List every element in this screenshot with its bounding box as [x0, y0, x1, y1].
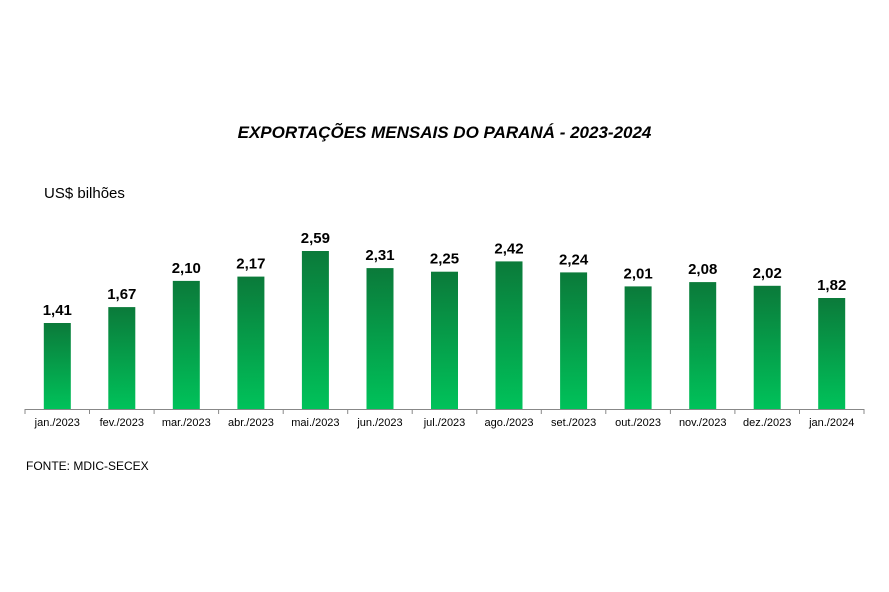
- x-tick-label: abr./2023: [228, 417, 274, 429]
- bar-out./2023: [624, 286, 652, 409]
- x-tick-label: ago./2023: [485, 417, 534, 429]
- x-tick-label: dez./2023: [743, 417, 791, 429]
- value-labels-group: 1,41 1,67 2,10 2,17 2,59 2,31 2,25 2,42 2,24 2,01…: [43, 230, 847, 319]
- x-tick-label: nov./2023: [679, 417, 727, 429]
- bar-fev./2023: [108, 307, 136, 409]
- x-tick-label: fev./2023: [100, 417, 144, 429]
- value-label: 2,10: [172, 260, 201, 277]
- value-label: 2,42: [494, 240, 523, 257]
- chart-title: EXPORTAÇÕES MENSAIS DO PARANÁ - 2023-202…: [237, 123, 652, 142]
- bar-mar./2023: [172, 280, 200, 409]
- x-tick-label: out./2023: [615, 417, 661, 429]
- value-label: 1,67: [107, 286, 136, 303]
- value-label: 2,02: [753, 265, 782, 282]
- bar-jul./2023: [431, 271, 458, 409]
- value-label: 2,25: [430, 251, 459, 268]
- bar-ago./2023: [495, 261, 523, 409]
- x-tick-labels-group: jan./2023 fev./2023 mar./2023 abr./2023 mai.…: [34, 417, 855, 429]
- x-tick-label: jun./2023: [356, 417, 402, 429]
- x-tick-label: mar./2023: [162, 417, 211, 429]
- x-tick-label: jan./2023: [34, 417, 80, 429]
- bar-jun./2023: [366, 268, 394, 409]
- bar-jan./2024: [818, 298, 846, 409]
- bar-dez./2023: [753, 285, 781, 409]
- bar-jan./2023: [43, 323, 71, 409]
- value-label: 2,59: [301, 230, 330, 247]
- value-label: 2,17: [236, 256, 265, 273]
- bar-abr./2023: [237, 276, 265, 409]
- x-axis: [24, 409, 865, 414]
- value-label: 2,31: [365, 247, 394, 264]
- value-label: 1,41: [43, 302, 72, 319]
- bar-nov./2023: [689, 282, 717, 409]
- x-tick-label: jul./2023: [423, 417, 466, 429]
- bars-group: [43, 251, 846, 409]
- y-axis-unit-label: US$ bilhões: [44, 185, 125, 202]
- x-tick-label: mai./2023: [291, 417, 339, 429]
- source-note: FONTE: MDIC-SECEX: [26, 459, 149, 473]
- value-label: 1,82: [817, 277, 846, 294]
- value-label: 2,24: [559, 251, 589, 268]
- x-tick-label: jan./2024: [808, 417, 854, 429]
- bar-mai./2023: [301, 251, 329, 409]
- value-label: 2,08: [688, 261, 717, 278]
- bar-set./2023: [560, 272, 588, 409]
- value-label: 2,01: [623, 265, 652, 282]
- x-tick-label: set./2023: [551, 417, 596, 429]
